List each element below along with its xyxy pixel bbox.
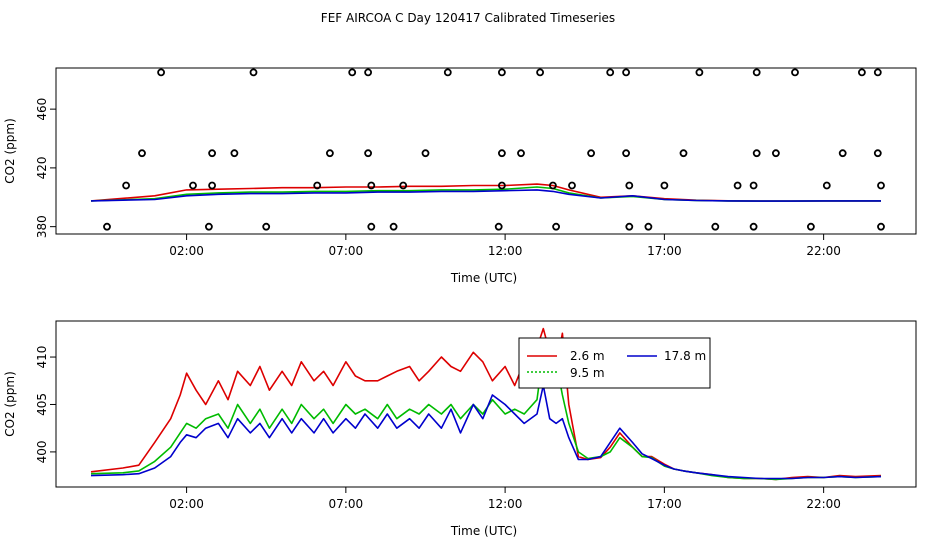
flag-point [791,68,799,77]
flag-point [749,222,758,231]
x-tick-label: 12:00 [488,244,523,258]
flag-point [497,68,506,77]
series-line-17-8-m [90,189,881,202]
flag-point [443,68,452,77]
bottom-x-axis-label: Time (UTC) [450,524,517,538]
top-y-axis: 380 420 460 [35,98,56,238]
top-y-axis-label: CO2 (ppm) [3,118,17,184]
legend-label-9-5m: 9.5 m [570,366,605,380]
flag-point [772,149,780,158]
flag-point [644,222,653,231]
flag-point [752,149,761,158]
flag-point [858,68,866,77]
flag-point [549,181,557,190]
top-series-group [90,183,881,202]
x-tick-label: 07:00 [329,244,364,258]
bottom-plot-frame [55,320,917,488]
bottom-panel: 02:00 07:00 12:00 17:00 22:00 400 405 410 Time… [3,320,917,538]
flag-point [625,181,634,190]
flag-point [208,149,217,158]
x-tick-label: 12:00 [488,497,523,511]
top-x-axis-label: Time (UTC) [450,271,517,285]
y-tick-label: 410 [35,346,49,369]
flag-point [367,222,376,231]
top-panel: 02:00 07:00 12:00 17:00 22:00 380 420 460 Time… [3,67,917,285]
flag-point [494,222,503,231]
flag-point [877,181,885,190]
y-tick-label: 420 [35,156,49,179]
x-tick-label: 22:00 [806,244,841,258]
flag-point [325,149,334,158]
flag-point [249,68,258,77]
x-tick-label: 07:00 [329,497,364,511]
flag-point [122,181,130,190]
flag-point [749,181,758,190]
flag-point [348,68,357,77]
flag-point [103,222,111,231]
flag-point [679,149,688,158]
flag-point [587,149,595,158]
flag-point [711,222,720,231]
bottom-series-group [90,327,882,481]
flag-point [536,68,544,77]
flag-point [695,68,704,77]
x-tick-label: 02:00 [169,497,204,511]
legend-box [518,337,711,389]
flag-point [733,181,742,190]
flag-point [838,149,847,158]
flag-point [606,68,615,77]
series-line-17-8-m [90,384,882,480]
flag-point [157,68,166,77]
flag-point [625,222,634,231]
flag-point [138,149,146,158]
flag-point [660,181,669,190]
legend: 2.6 m 9.5 m 17.8 m [518,337,711,389]
flag-point [877,222,885,231]
flag-point [552,222,560,231]
flag-point [873,68,882,77]
flag-point [807,222,815,231]
flag-point [389,222,398,231]
top-plot-frame [55,67,917,235]
flag-point [822,181,831,190]
flag-point [367,181,376,190]
bottom-x-axis: 02:00 07:00 12:00 17:00 22:00 [169,487,841,511]
bottom-y-axis: 400 405 410 [35,346,56,463]
flag-point [364,68,373,77]
flag-point [262,222,271,231]
flag-point [204,222,213,231]
y-tick-label: 380 [35,215,49,238]
bottom-y-axis-label: CO2 (ppm) [3,371,17,437]
top-flag-points [103,68,885,231]
flag-point [421,149,430,158]
x-tick-label: 22:00 [806,497,841,511]
legend-label-2-6m: 2.6 m [570,349,605,363]
flag-point [622,149,630,158]
flag-point [208,181,217,190]
flag-point [497,181,506,190]
flag-point [364,149,373,158]
y-tick-label: 405 [35,393,49,416]
flag-point [230,149,239,158]
x-tick-label: 17:00 [647,497,682,511]
flag-point [873,149,882,158]
flag-point [497,149,506,158]
x-tick-label: 17:00 [647,244,682,258]
top-x-axis: 02:00 07:00 12:00 17:00 22:00 [169,234,841,258]
flag-point [189,181,197,190]
chart-title: FEF AIRCOA C Day 120417 Calibrated Times… [321,11,615,25]
series-line-9-5-m [90,351,882,481]
x-tick-label: 02:00 [169,244,204,258]
series-line-2-6-m [90,327,882,481]
y-tick-label: 400 [35,440,49,463]
legend-label-17-8m: 17.8 m [664,349,706,363]
y-tick-label: 460 [35,98,49,121]
flag-point [313,181,322,190]
flag-point [568,181,576,190]
flag-point [622,68,630,77]
flag-point [752,68,761,77]
flag-point [399,181,408,190]
flag-point [517,149,525,158]
